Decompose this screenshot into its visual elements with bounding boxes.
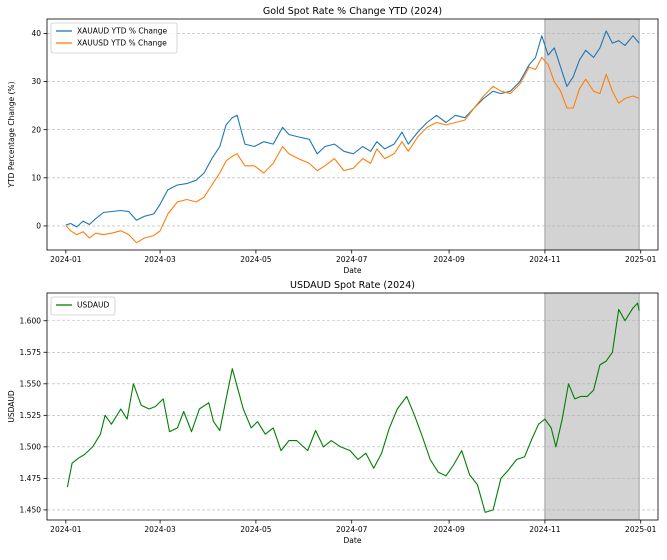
y-axis-label: YTD Percentage Change (%): [7, 81, 16, 188]
x-tick-label: 2024-03: [144, 525, 176, 534]
y-tick-label: 0: [36, 222, 41, 231]
series-line-1: [66, 302, 640, 513]
x-axis-label: Date: [344, 536, 362, 545]
chart-title: USDAUD Spot Rate (2024): [290, 280, 415, 291]
legend-label: XAUAUD YTD % Change: [77, 27, 167, 36]
x-tick-label: 2024-01: [50, 525, 82, 534]
x-tick-label: 2024-11: [529, 255, 561, 264]
y-tick-label: 20: [31, 125, 41, 134]
y-tick-label: 40: [31, 29, 41, 38]
x-tick-label: 2024-09: [433, 255, 465, 264]
y-axis-label: USDAUD: [7, 390, 16, 423]
plot-frame: [46, 292, 659, 521]
x-tick-label: 2024-03: [144, 255, 176, 264]
x-tick-label: 2025-01: [625, 525, 657, 534]
shaded-region: [544, 18, 640, 251]
legend-label: USDAUD: [77, 301, 110, 310]
series-line-1: [65, 30, 640, 228]
y-tick-label: 1.450: [20, 506, 42, 515]
x-tick-label: 2024-01: [50, 255, 82, 264]
x-tick-label: 2024-11: [529, 525, 561, 534]
x-tick-label: 2025-01: [625, 255, 657, 264]
legend: XAUAUD YTD % Change XAUUSD YTD % Change: [50, 22, 178, 54]
legend-label: XAUUSD YTD % Change: [77, 39, 167, 48]
y-tick-label: 1.600: [20, 316, 42, 325]
chart-1: Gold Spot Rate % Change YTD (2024) 0 10 20 3…: [7, 6, 659, 275]
x-tick-label: 2024-07: [336, 255, 368, 264]
y-tick-label: 1.575: [20, 348, 42, 357]
x-axis-label: Date: [344, 266, 362, 275]
x-tick-label: 2024-05: [240, 255, 272, 264]
y-tick-label: 30: [31, 77, 41, 86]
y-tick-label: 1.525: [20, 411, 42, 420]
x-tick-label: 2024-05: [240, 525, 272, 534]
chart-title: Gold Spot Rate % Change YTD (2024): [263, 6, 442, 17]
y-tick-label: 1.550: [20, 379, 42, 388]
plot-frame: [46, 18, 659, 251]
y-tick-label: 1.475: [20, 474, 42, 483]
x-tick-label: 2024-07: [336, 525, 368, 534]
series-line-2: [65, 56, 640, 244]
y-tick-label: 1.500: [20, 442, 42, 451]
legend-box: [50, 22, 178, 54]
chart-2: USDAUD Spot Rate (2024) 1.450 1.475 1.500 1.…: [7, 280, 659, 545]
legend: USDAUD: [50, 296, 116, 316]
legend-box: [50, 296, 116, 316]
shaded-region: [544, 292, 640, 521]
x-tick-label: 2024-09: [433, 525, 465, 534]
y-tick-label: 10: [31, 173, 41, 182]
